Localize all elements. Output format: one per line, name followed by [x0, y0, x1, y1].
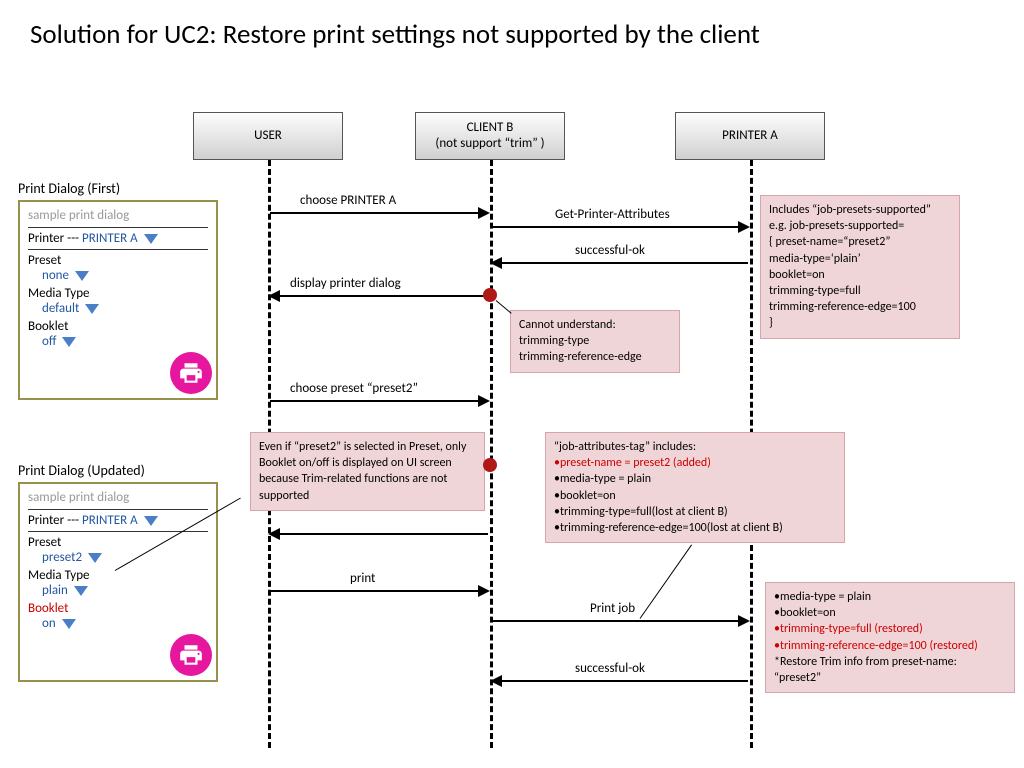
chevron-down-icon [144, 234, 158, 244]
chevron-down-icon [74, 586, 88, 596]
lifeline-client [490, 160, 493, 748]
chevron-down-icon [85, 304, 99, 314]
dialog2-label: Print Dialog (Updated) [18, 462, 145, 479]
actor-client: CLIENT B (not support “trim” ) [415, 112, 565, 160]
chevron-down-icon [62, 619, 76, 629]
msg-choose-printer [270, 212, 488, 214]
msg-print-label: print [350, 571, 375, 586]
dialog1: sample print dialog Printer --- PRINTER … [18, 200, 218, 400]
dialog2-header: sample print dialog [28, 490, 208, 505]
connector-printjob [640, 544, 692, 618]
msg-ok1-label: successful-ok [575, 243, 645, 258]
chevron-down-icon [88, 553, 102, 563]
chevron-down-icon [144, 516, 158, 526]
actor-printer: PRINTER A [675, 112, 825, 160]
dialog2-printer-row: Printer --- PRINTER A [28, 513, 208, 528]
msg-ok2-label: successful-ok [575, 661, 645, 676]
note5-l1: •media-type = plain [774, 589, 1006, 605]
dialog2-media-row: Media Typeplain [28, 568, 208, 598]
chevron-down-icon [62, 337, 76, 347]
msg-display-dialog-label: display printer dialog [290, 276, 401, 291]
note5-l3: •trimming-type=full (restored) [774, 621, 1006, 637]
dialog1-preset-row: Presetnone [28, 253, 208, 283]
chevron-down-icon [75, 271, 89, 281]
dialog2-preset-row: Presetpreset2 [28, 535, 208, 565]
msg-print [270, 590, 488, 592]
msg-print-job [492, 620, 748, 622]
dialog1-printer-row: Printer --- PRINTER A [28, 231, 208, 246]
note4-l6: •trimming-reference-edge=100(lost at cli… [554, 520, 836, 536]
note4-l4: •booklet=on [554, 488, 836, 504]
msg-choose-printer-label: choose PRINTER A [300, 193, 396, 208]
msg-get-attrs-label: Get-Printer-Attributes [555, 207, 670, 222]
msg-choose-preset [270, 400, 488, 402]
note4-l3: •media-type = plain [554, 471, 836, 487]
msg-choose-preset-label: choose preset “preset2” [290, 381, 418, 396]
page-title: Solution for UC2: Restore print settings… [30, 18, 760, 51]
note4-l5: •trimming-type=full(lost at client B) [554, 504, 836, 520]
msg-ok2 [492, 680, 748, 682]
dialog2-booklet-row: Bookleton [28, 601, 208, 631]
note5-l5: *Restore Trim info from preset-name: “pr… [774, 654, 1006, 686]
note-job-attrs: “job-attributes-tag” includes: •preset-n… [545, 432, 845, 543]
note4-l2: •preset-name = preset2 (added) [554, 455, 836, 471]
msg-display-dialog [270, 295, 488, 297]
dialog1-label: Print Dialog (First) [18, 180, 120, 197]
note4-l1: “job-attributes-tag” includes: [554, 439, 836, 455]
note5-l4: •trimming-reference-edge=100 (restored) [774, 638, 1006, 654]
msg-print-job-label: Print job [590, 601, 635, 616]
note-cannot-understand: Cannot understand: trimming-type trimmin… [510, 310, 680, 373]
note-restore: •media-type = plain •booklet=on •trimmin… [765, 582, 1015, 693]
note5-l2: •booklet=on [774, 605, 1006, 621]
dialog1-media-row: Media Typedefault [28, 286, 208, 316]
note-dot-2 [483, 458, 497, 472]
dialog2: sample print dialog Printer --- PRINTER … [18, 482, 218, 682]
dialog1-booklet-row: Bookletoff [28, 319, 208, 349]
actor-user: USER [193, 112, 343, 160]
dialog1-header: sample print dialog [28, 208, 208, 223]
note-includes: Includes “job-presets-supported” e.g. jo… [760, 195, 960, 339]
note-preset-explain: Even if “preset2” is selected in Preset,… [250, 432, 485, 511]
printer-icon [170, 352, 212, 394]
msg-get-attrs [492, 226, 748, 228]
msg-ok1 [492, 262, 748, 264]
note-connector-1 [496, 300, 512, 314]
msg-update-dialog [270, 533, 488, 535]
printer-icon [170, 634, 212, 676]
